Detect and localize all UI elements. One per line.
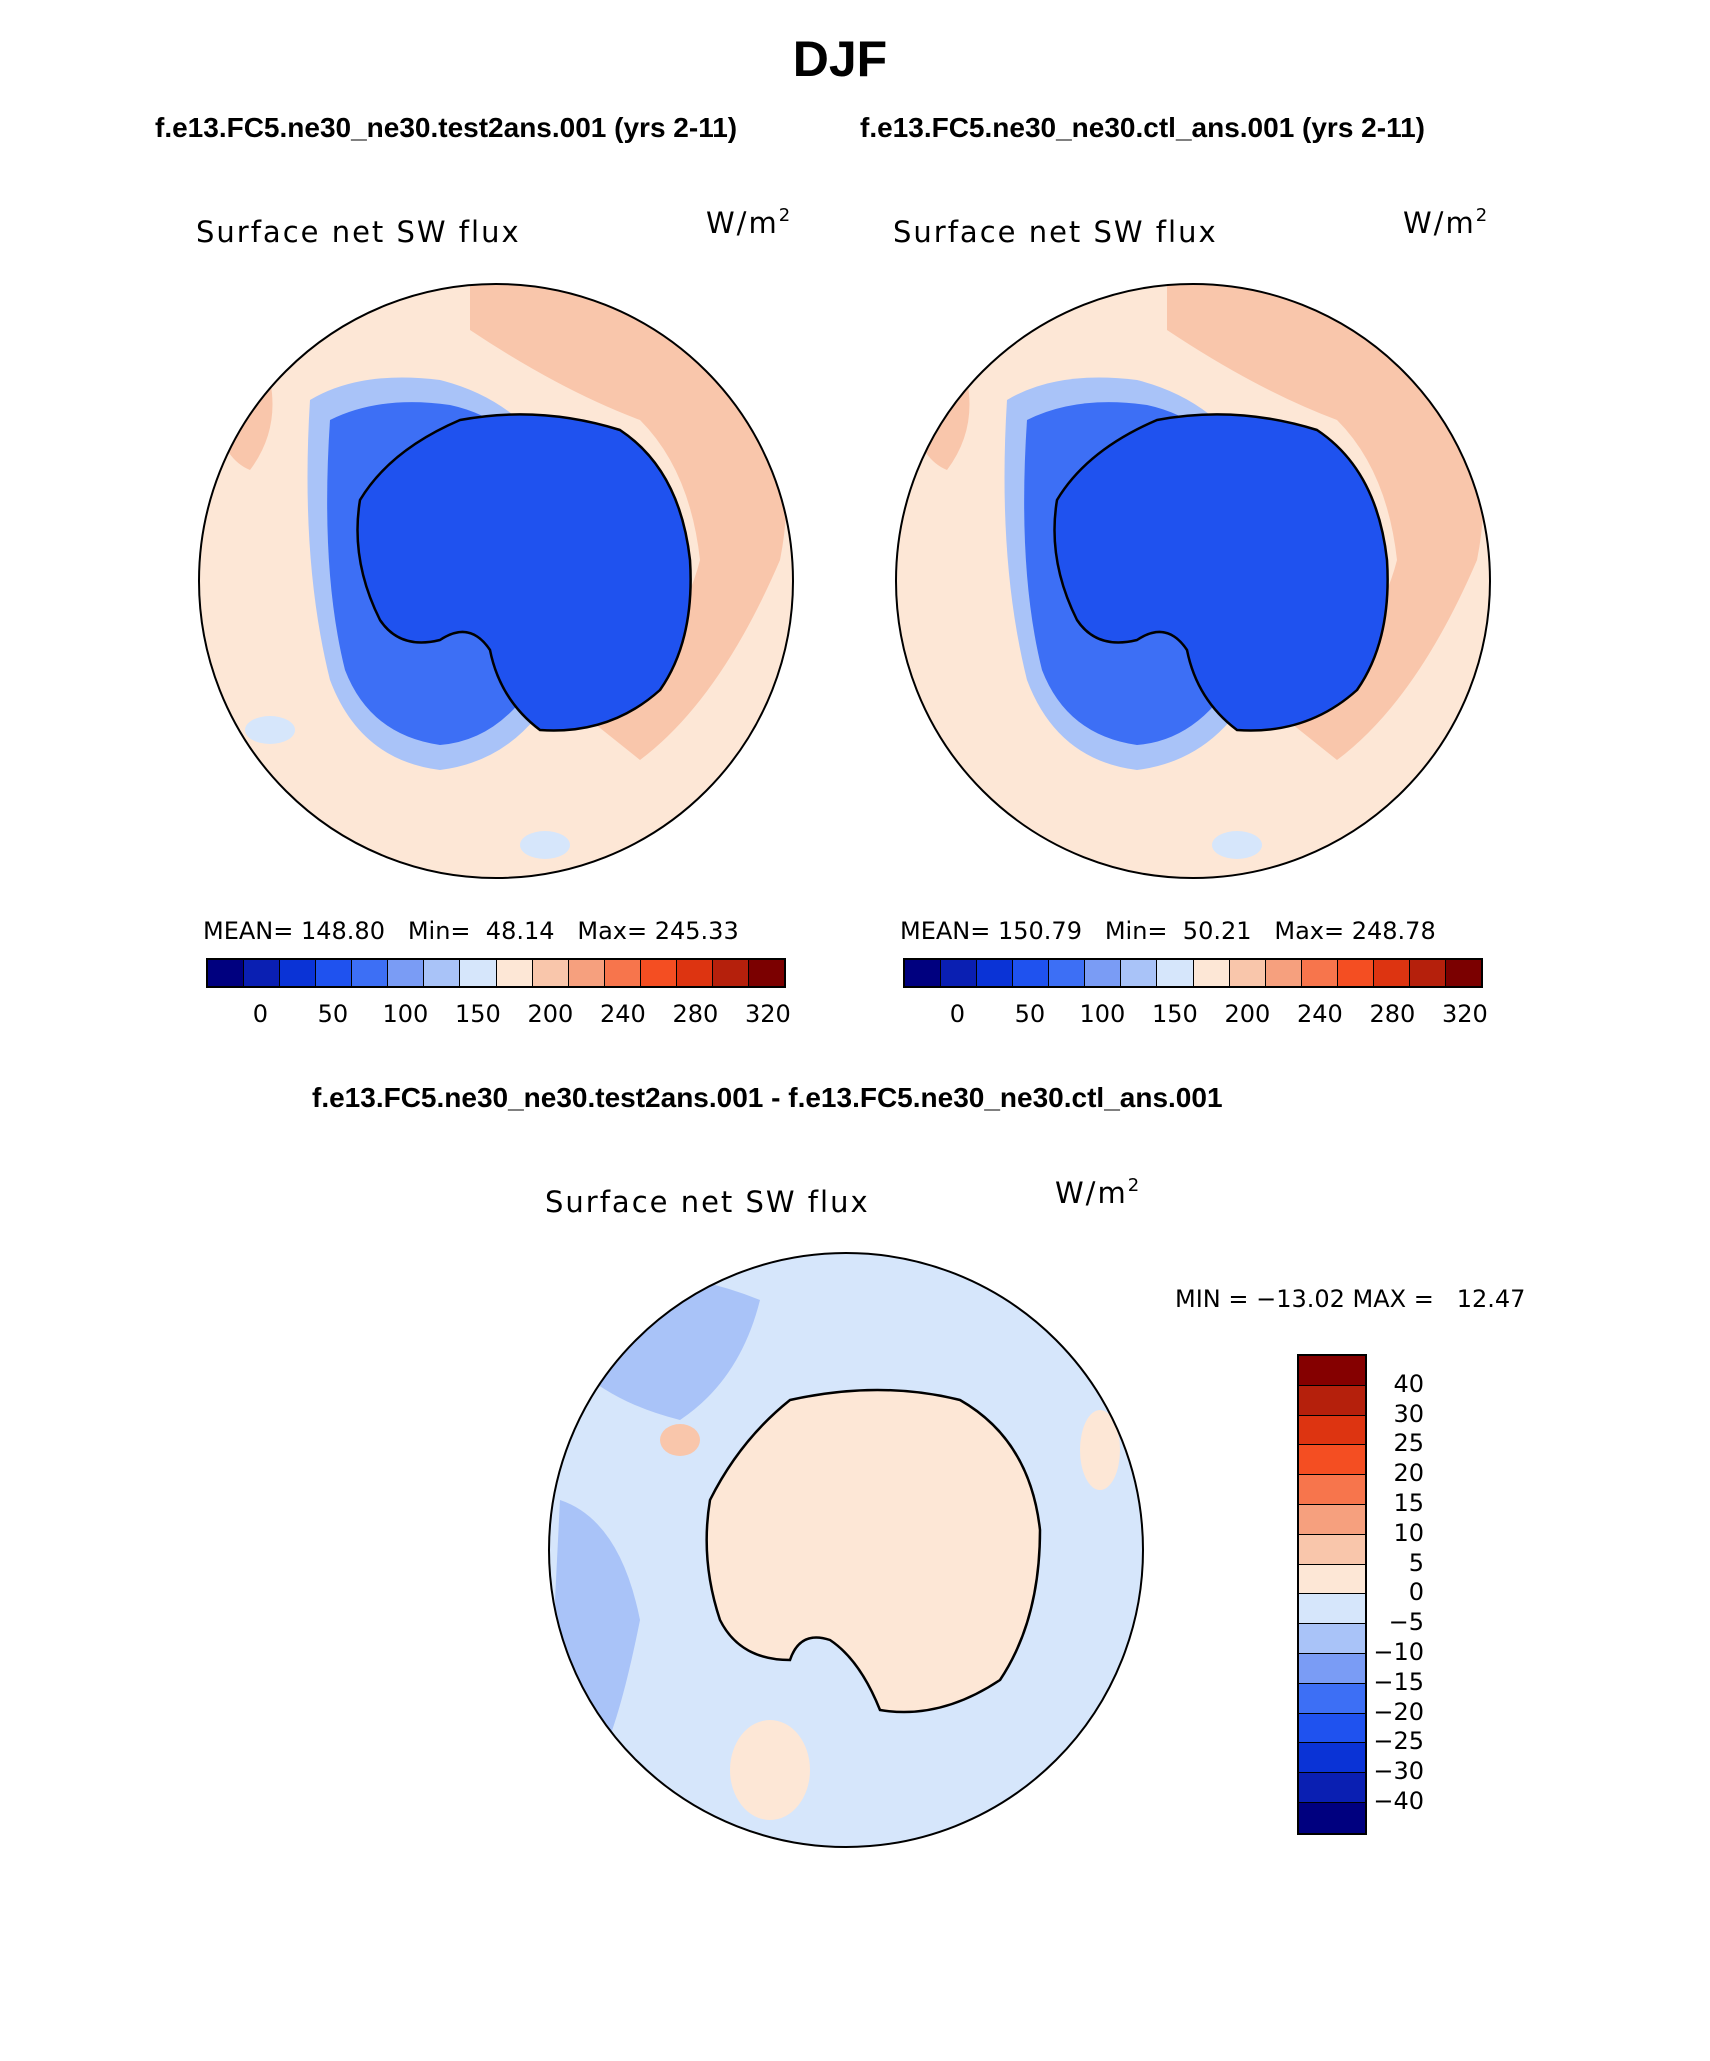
colorbar-swatch <box>1299 1653 1365 1684</box>
colorbar-swatch <box>676 960 713 986</box>
colorbar-tick-label: 280 <box>672 1000 719 1028</box>
colorbar-tick-label: −15 <box>1373 1667 1424 1696</box>
colorbar-swatch <box>1337 960 1374 986</box>
colorbar-swatch <box>244 960 281 986</box>
colorbar-swatch <box>905 960 942 986</box>
colorbar-swatch <box>1299 1475 1365 1505</box>
colorbar-swatch <box>1301 960 1338 986</box>
colorbar-swatch <box>280 960 317 986</box>
colorbar-tick-label: 40 <box>1393 1369 1424 1398</box>
colorbar-swatch <box>316 960 353 986</box>
panel-3-units: W/m2 <box>1055 1175 1140 1210</box>
colorbar-swatch <box>1299 1356 1365 1386</box>
colorbar-tick-label: 20 <box>1393 1459 1424 1488</box>
difference-colorbar <box>1297 1354 1367 1835</box>
colorbar-tick-label: −20 <box>1373 1697 1424 1726</box>
colorbar-swatch <box>1299 1504 1365 1535</box>
panel-3-title: Surface net SW flux <box>545 1185 870 1219</box>
colorbar-tick-label: 30 <box>1393 1399 1424 1428</box>
colorbar-tick-label: 320 <box>1441 1000 1488 1028</box>
colorbar-tick-label: 100 <box>1079 1000 1126 1028</box>
colorbar-tick-label: 25 <box>1393 1429 1424 1458</box>
colorbar-swatch <box>532 960 569 986</box>
colorbar-swatch <box>1299 1683 1365 1714</box>
colorbar-swatch <box>352 960 389 986</box>
colorbar-tick-label: −25 <box>1373 1727 1424 1756</box>
figure-title: DJF <box>792 31 888 87</box>
colorbar-swatch <box>1157 960 1194 986</box>
colorbar-swatch <box>1299 1564 1365 1595</box>
colorbar-tick-label: 50 <box>317 1000 349 1028</box>
colorbar-tick-label: 0 <box>949 1000 966 1028</box>
colorbar-swatch <box>1265 960 1302 986</box>
colorbar-swatch <box>941 960 978 986</box>
colorbar-tick-label: 0 <box>252 1000 269 1028</box>
panel-2-colorbar <box>903 958 1483 988</box>
colorbar-swatch <box>496 960 533 986</box>
colorbar-swatch <box>640 960 677 986</box>
colorbar-tick-label: 0 <box>1408 1578 1424 1607</box>
colorbar-swatch <box>748 960 784 986</box>
panel-1-title: Surface net SW flux <box>196 215 521 249</box>
colorbar-swatch <box>1085 960 1122 986</box>
colorbar-swatch <box>1445 960 1481 986</box>
colorbar-swatch <box>1299 1773 1365 1803</box>
colorbar-tick-label: 280 <box>1369 1000 1416 1028</box>
colorbar-tick-label: −10 <box>1373 1638 1424 1666</box>
colorbar-tick-label: −5 <box>1388 1608 1424 1637</box>
colorbar-swatch <box>460 960 497 986</box>
colorbar-tick-label: 200 <box>1224 1000 1271 1028</box>
colorbar-swatch <box>1013 960 1050 986</box>
colorbar-tick-label: 5 <box>1408 1548 1424 1577</box>
colorbar-swatch <box>208 960 245 986</box>
left-case-subtitle: f.e13.FC5.ne30_ne30.test2ans.001 (yrs 2-… <box>155 112 738 143</box>
colorbar-swatch <box>1121 960 1158 986</box>
panel-2-stats: MEAN= 150.79 Min= 50.21 Max= 248.78 <box>900 917 1436 945</box>
colorbar-swatch <box>1299 1713 1365 1744</box>
colorbar-swatch <box>1299 1445 1365 1476</box>
colorbar-swatch <box>1193 960 1230 986</box>
panel-2-units: W/m2 <box>1403 205 1488 240</box>
panel-1-colorbar <box>206 958 786 988</box>
colorbar-swatch <box>977 960 1014 986</box>
colorbar-tick-label: 320 <box>744 1000 791 1028</box>
panel-1-stats: MEAN= 148.80 Min= 48.14 Max= 245.33 <box>203 917 739 945</box>
colorbar-swatch <box>424 960 461 986</box>
colorbar-tick-label: 240 <box>1296 1000 1343 1028</box>
colorbar-swatch <box>1299 1743 1365 1774</box>
colorbar-tick-label: −40 <box>1373 1787 1424 1815</box>
colorbar-swatch <box>388 960 425 986</box>
colorbar-swatch <box>1299 1534 1365 1565</box>
panel-2-title: Surface net SW flux <box>893 215 1218 249</box>
panel-3-stats: MIN = −13.02 MAX = 12.47 <box>1175 1285 1526 1313</box>
difference-subtitle: f.e13.FC5.ne30_ne30.test2ans.001 - f.e13… <box>312 1082 1223 1113</box>
colorbar-swatch <box>1299 1802 1365 1833</box>
colorbar-swatch <box>604 960 641 986</box>
panel-1-units: W/m2 <box>706 205 791 240</box>
colorbar-swatch <box>1299 1624 1365 1654</box>
colorbar-tick-label: 150 <box>454 1000 501 1028</box>
colorbar-tick-label: 240 <box>599 1000 646 1028</box>
colorbar-tick-label: 150 <box>1151 1000 1198 1028</box>
right-case-subtitle: f.e13.FC5.ne30_ne30.ctl_ans.001 (yrs 2-1… <box>860 112 1426 143</box>
colorbar-swatch <box>712 960 749 986</box>
colorbar-tick-label: −30 <box>1373 1757 1424 1786</box>
colorbar-tick-label: 50 <box>1014 1000 1046 1028</box>
colorbar-swatch <box>1409 960 1446 986</box>
colorbar-swatch <box>1229 960 1266 986</box>
colorbar-swatch <box>1299 1415 1365 1446</box>
colorbar-swatch <box>1299 1385 1365 1416</box>
colorbar-tick-label: 100 <box>382 1000 429 1028</box>
colorbar-tick-label: 15 <box>1393 1489 1424 1517</box>
colorbar-tick-label: 200 <box>527 1000 574 1028</box>
colorbar-swatch <box>1373 960 1410 986</box>
colorbar-swatch <box>1299 1594 1365 1625</box>
colorbar-swatch <box>568 960 605 986</box>
colorbar-tick-label: 10 <box>1393 1518 1424 1547</box>
colorbar-swatch <box>1049 960 1086 986</box>
